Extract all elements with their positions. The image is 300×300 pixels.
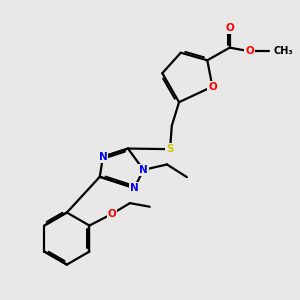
Text: N: N (99, 152, 107, 162)
Text: N: N (139, 165, 148, 175)
Text: S: S (166, 144, 174, 154)
Text: O: O (208, 82, 217, 92)
Text: O: O (107, 209, 116, 219)
Text: CH₃: CH₃ (274, 46, 293, 56)
Text: O: O (245, 46, 254, 56)
Text: N: N (130, 183, 139, 193)
Text: O: O (225, 23, 234, 33)
